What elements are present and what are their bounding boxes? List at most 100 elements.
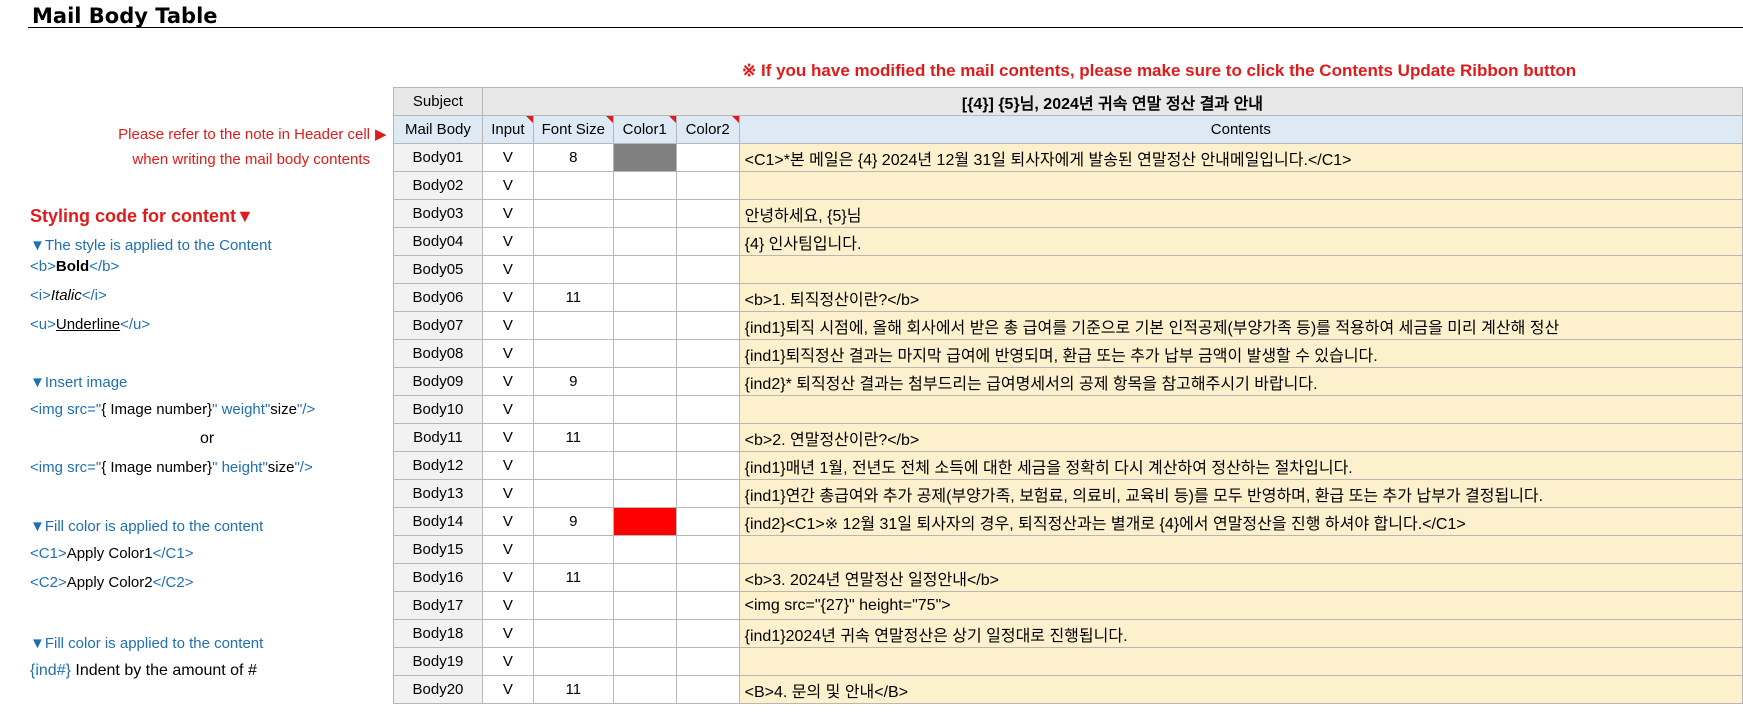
input-cell[interactable]: V <box>481 283 534 312</box>
row-name-cell[interactable]: Body18 <box>393 619 483 648</box>
input-cell[interactable]: V <box>481 535 534 564</box>
color1-cell[interactable] <box>612 227 677 256</box>
color2-cell[interactable] <box>675 199 740 228</box>
row-name-cell[interactable]: Body17 <box>393 591 483 620</box>
color1-cell[interactable] <box>612 199 677 228</box>
color2-cell[interactable] <box>675 675 740 704</box>
row-name-cell[interactable]: Body06 <box>393 283 483 312</box>
font-size-cell[interactable]: 8 <box>532 143 614 172</box>
row-name-cell[interactable]: Body10 <box>393 395 483 424</box>
input-cell[interactable]: V <box>481 647 534 676</box>
row-name-cell[interactable]: Body12 <box>393 451 483 480</box>
row-name-cell[interactable]: Body03 <box>393 199 483 228</box>
contents-cell[interactable]: {ind1}퇴직 시점에, 올해 회사에서 받은 총 급여를 기준으로 기본 인… <box>738 311 1743 340</box>
font-size-cell[interactable]: 11 <box>532 563 614 592</box>
contents-cell[interactable] <box>738 255 1743 284</box>
row-name-cell[interactable]: Body14 <box>393 507 483 536</box>
contents-cell[interactable]: {ind2}<C1>※ 12월 31일 퇴사자의 경우, 퇴직정산과는 별개로 … <box>738 507 1743 536</box>
color2-cell[interactable] <box>675 255 740 284</box>
color2-cell[interactable] <box>675 339 740 368</box>
contents-cell[interactable]: {ind1}매년 1월, 전년도 전체 소득에 대한 세금을 정확히 다시 계산… <box>738 451 1743 480</box>
color1-cell[interactable] <box>612 591 677 620</box>
color2-cell[interactable] <box>675 171 740 200</box>
contents-cell[interactable]: {ind1}연간 총급여와 추가 공제(부양가족, 보험료, 의료비, 교육비 … <box>738 479 1743 508</box>
input-cell[interactable]: V <box>481 675 534 704</box>
color1-cell[interactable] <box>612 619 677 648</box>
row-name-cell[interactable]: Body20 <box>393 675 483 704</box>
font-size-cell[interactable] <box>532 479 614 508</box>
input-cell[interactable]: V <box>481 591 534 620</box>
contents-cell[interactable]: <img src="{27}" height="75"> <box>738 591 1743 620</box>
row-name-cell[interactable]: Body07 <box>393 311 483 340</box>
contents-cell[interactable] <box>738 647 1743 676</box>
row-name-cell[interactable]: Body16 <box>393 563 483 592</box>
color2-cell[interactable] <box>675 227 740 256</box>
color1-cell[interactable] <box>612 563 677 592</box>
color2-cell[interactable] <box>675 647 740 676</box>
color1-cell[interactable] <box>612 339 677 368</box>
input-cell[interactable]: V <box>481 423 534 452</box>
row-name-cell[interactable]: Body04 <box>393 227 483 256</box>
input-cell[interactable]: V <box>481 563 534 592</box>
header-color1[interactable]: Color1 <box>612 115 677 144</box>
color2-cell[interactable] <box>675 143 740 172</box>
font-size-cell[interactable] <box>532 619 614 648</box>
header-contents[interactable]: Contents <box>738 115 1743 144</box>
input-cell[interactable]: V <box>481 451 534 480</box>
row-name-cell[interactable]: Body01 <box>393 143 483 172</box>
row-name-cell[interactable]: Body19 <box>393 647 483 676</box>
font-size-cell[interactable]: 11 <box>532 675 614 704</box>
font-size-cell[interactable] <box>532 451 614 480</box>
color1-cell[interactable] <box>612 675 677 704</box>
input-cell[interactable]: V <box>481 227 534 256</box>
input-cell[interactable]: V <box>481 367 534 396</box>
color1-cell[interactable] <box>612 311 677 340</box>
font-size-cell[interactable]: 9 <box>532 507 614 536</box>
contents-cell[interactable] <box>738 395 1743 424</box>
contents-cell[interactable]: <C1>*본 메일은 {4} 2024년 12월 31일 퇴사자에게 발송된 연… <box>738 143 1743 172</box>
font-size-cell[interactable] <box>532 255 614 284</box>
color1-cell[interactable] <box>612 507 677 536</box>
font-size-cell[interactable] <box>532 227 614 256</box>
contents-cell[interactable]: 안녕하세요, {5}님 <box>738 199 1743 228</box>
input-cell[interactable]: V <box>481 171 534 200</box>
contents-cell[interactable]: {ind1}퇴직정산 결과는 마지막 급여에 반영되며, 환급 또는 추가 납부… <box>738 339 1743 368</box>
color2-cell[interactable] <box>675 451 740 480</box>
font-size-cell[interactable] <box>532 535 614 564</box>
color2-cell[interactable] <box>675 479 740 508</box>
input-cell[interactable]: V <box>481 199 534 228</box>
row-name-cell[interactable]: Body13 <box>393 479 483 508</box>
row-name-cell[interactable]: Body08 <box>393 339 483 368</box>
color2-cell[interactable] <box>675 591 740 620</box>
contents-cell[interactable]: <b>3. 2024년 연말정산 일정안내</b> <box>738 563 1743 592</box>
input-cell[interactable]: V <box>481 339 534 368</box>
color1-cell[interactable] <box>612 171 677 200</box>
contents-cell[interactable] <box>738 171 1743 200</box>
subject-label[interactable]: Subject <box>393 87 483 116</box>
color2-cell[interactable] <box>675 395 740 424</box>
row-name-cell[interactable]: Body11 <box>393 423 483 452</box>
color1-cell[interactable] <box>612 255 677 284</box>
row-name-cell[interactable]: Body05 <box>393 255 483 284</box>
header-mail-body[interactable]: Mail Body <box>393 115 483 144</box>
subject-value[interactable]: [{4}] {5}님, 2024년 귀속 연말 정산 결과 안내 <box>481 87 1743 116</box>
color1-cell[interactable] <box>612 367 677 396</box>
input-cell[interactable]: V <box>481 311 534 340</box>
input-cell[interactable]: V <box>481 395 534 424</box>
contents-cell[interactable]: <b>1. 퇴직정산이란?</b> <box>738 283 1743 312</box>
color2-cell[interactable] <box>675 507 740 536</box>
input-cell[interactable]: V <box>481 619 534 648</box>
row-name-cell[interactable]: Body15 <box>393 535 483 564</box>
input-cell[interactable]: V <box>481 507 534 536</box>
color2-cell[interactable] <box>675 535 740 564</box>
color2-cell[interactable] <box>675 367 740 396</box>
font-size-cell[interactable]: 11 <box>532 283 614 312</box>
row-name-cell[interactable]: Body02 <box>393 171 483 200</box>
input-cell[interactable]: V <box>481 479 534 508</box>
color1-cell[interactable] <box>612 535 677 564</box>
color1-cell[interactable] <box>612 647 677 676</box>
contents-cell[interactable]: {ind2}* 퇴직정산 결과는 첨부드리는 급여명세서의 공제 항목을 참고해… <box>738 367 1743 396</box>
header-color2[interactable]: Color2 <box>675 115 740 144</box>
contents-cell[interactable]: {ind1}2024년 귀속 연말정산은 상기 일정대로 진행됩니다. <box>738 619 1743 648</box>
color1-cell[interactable] <box>612 283 677 312</box>
